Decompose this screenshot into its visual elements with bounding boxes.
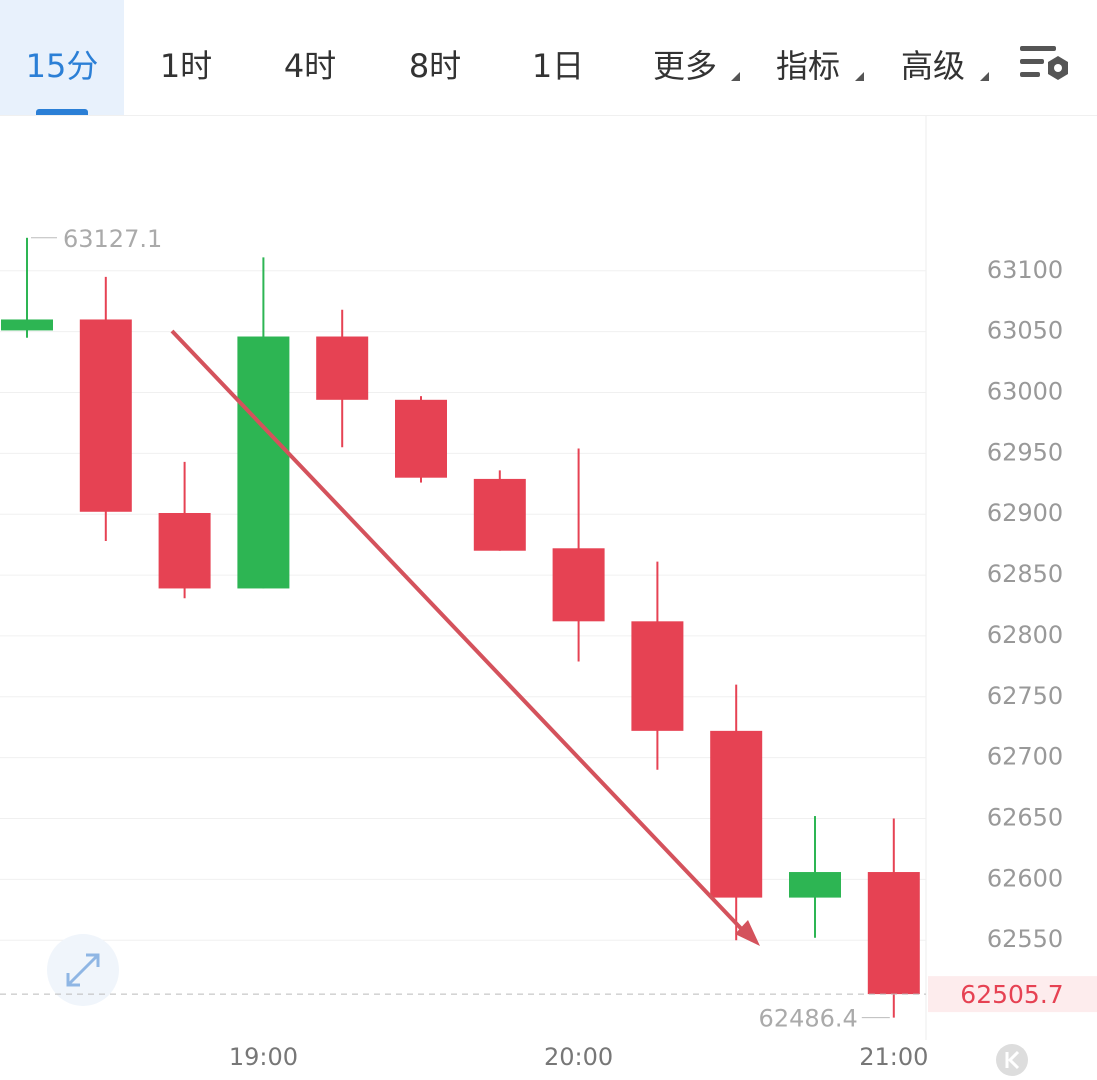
candle-body bbox=[237, 336, 290, 589]
tab[interactable]: 8时 bbox=[408, 47, 462, 85]
tab-bar: 15分 1时 4时 8时 1日 更多 指标 高级 bbox=[0, 0, 1097, 116]
current-price-label: 62505.7 bbox=[960, 980, 1063, 1009]
y-tick-label: 62900 bbox=[987, 499, 1063, 527]
y-tick-label: 62750 bbox=[987, 682, 1063, 710]
expand-icon bbox=[66, 953, 100, 987]
candle-body bbox=[158, 512, 211, 589]
y-tick-label: 62700 bbox=[987, 743, 1063, 771]
y-tick-label: 62850 bbox=[987, 560, 1063, 588]
arrow-head bbox=[735, 920, 760, 946]
current-price-box bbox=[928, 976, 1097, 1013]
tab[interactable]: 高级 bbox=[900, 47, 966, 85]
x-tick-label: 21:00 bbox=[859, 1043, 928, 1071]
tab[interactable]: 更多 bbox=[652, 47, 718, 85]
min-label: 62486.4 bbox=[759, 1005, 858, 1033]
candle-body bbox=[316, 336, 369, 400]
candle-body bbox=[1, 319, 53, 331]
x-tick-label: 20:00 bbox=[544, 1043, 613, 1071]
caret bbox=[731, 72, 740, 81]
candle-body bbox=[789, 872, 841, 898]
y-tick-label: 62550 bbox=[987, 925, 1063, 953]
settings-icon[interactable] bbox=[1020, 44, 1072, 84]
caret bbox=[855, 72, 864, 81]
candle-body bbox=[710, 730, 763, 898]
candle-body bbox=[631, 621, 684, 731]
y-tick-label: 63000 bbox=[987, 378, 1063, 406]
trend-arrow bbox=[170, 329, 754, 942]
candle-body bbox=[552, 548, 605, 622]
max-label: 63127.1 bbox=[63, 225, 162, 253]
tab[interactable]: 4时 bbox=[283, 47, 337, 85]
y-tick-label: 63050 bbox=[987, 317, 1063, 345]
tab[interactable]: 15分 bbox=[0, 0, 124, 115]
candle-body bbox=[395, 399, 447, 478]
tab[interactable]: 1日 bbox=[531, 47, 585, 85]
candle-body bbox=[473, 478, 526, 551]
y-tick-label: 62600 bbox=[987, 864, 1063, 892]
x-tick-label: 19:00 bbox=[229, 1043, 298, 1071]
tab[interactable]: 指标 bbox=[775, 47, 841, 85]
candle-body bbox=[867, 872, 920, 995]
y-tick-label: 63100 bbox=[987, 256, 1063, 284]
caret bbox=[980, 72, 989, 81]
scroll-icon bbox=[1005, 1050, 1020, 1070]
y-tick-label: 62650 bbox=[987, 803, 1063, 831]
candle-body bbox=[79, 319, 132, 512]
y-tick-label: 62950 bbox=[987, 438, 1063, 466]
y-tick-label: 62800 bbox=[987, 621, 1063, 649]
tab[interactable]: 1时 bbox=[159, 47, 213, 85]
